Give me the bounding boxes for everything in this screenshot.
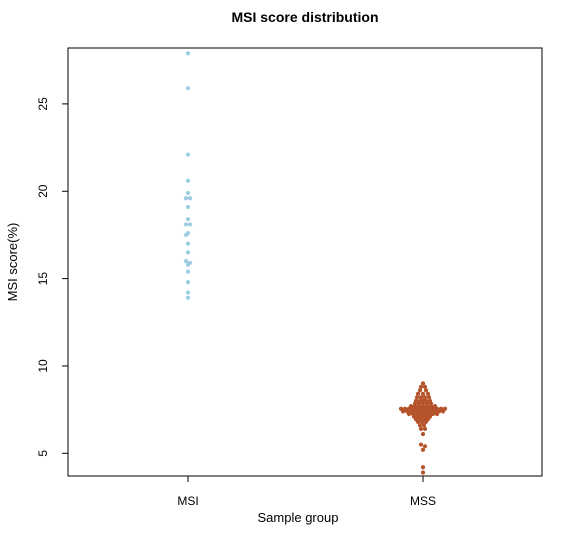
y-tick-label: 15: [36, 272, 50, 286]
data-point-mss: [430, 411, 436, 417]
data-point-msi: [183, 196, 189, 201]
plot-frame: [67, 47, 543, 477]
data-point-mss: [426, 395, 432, 400]
data-point-mss: [417, 388, 423, 393]
data-point-msi: [185, 269, 191, 274]
data-point-msi: [185, 86, 191, 91]
data-point-mss: [415, 419, 421, 424]
data-point-mss: [422, 384, 428, 390]
x-tick-label: MSI: [177, 494, 198, 508]
data-point-mss: [418, 426, 424, 431]
y-tick-label: 5: [36, 450, 50, 457]
data-point-msi: [185, 178, 191, 183]
data-point-mss: [415, 391, 421, 396]
data-point-msi: [183, 222, 189, 227]
data-point-msi: [183, 259, 189, 264]
data-point-mss: [414, 395, 420, 400]
data-point-mss: [418, 442, 424, 447]
y-axis-label: MSI score(%): [5, 223, 20, 302]
y-tick-label: 20: [36, 184, 50, 198]
data-point-msi: [185, 262, 191, 267]
data-point-msi: [185, 290, 191, 295]
data-points: [183, 51, 448, 475]
data-point-mss: [418, 395, 424, 400]
data-point-msi: [185, 51, 191, 56]
data-point-mss: [422, 444, 428, 449]
data-point-mss: [421, 423, 427, 428]
data-point-mss: [422, 395, 428, 400]
y-tick-label: 25: [36, 97, 50, 111]
data-point-msi: [183, 232, 189, 238]
data-point-msi: [185, 295, 191, 300]
y-tick-label: 10: [36, 359, 50, 373]
data-point-mss: [420, 431, 426, 437]
data-point-msi: [185, 217, 191, 222]
x-axis: MSI MSS: [177, 476, 436, 508]
chart-title: MSI score distribution: [231, 9, 378, 25]
data-point-mss: [420, 447, 426, 452]
data-point-mss: [423, 419, 429, 424]
data-point-mss: [434, 411, 440, 417]
data-point-mss: [440, 409, 446, 414]
data-point-msi: [185, 190, 191, 196]
data-point-msi: [185, 152, 191, 157]
data-point-msi: [187, 222, 193, 227]
x-tick-label: MSS: [410, 494, 436, 508]
data-point-mss: [406, 411, 412, 417]
data-point-msi: [185, 250, 191, 255]
data-point-mss: [422, 426, 428, 431]
data-point-mss: [419, 419, 425, 424]
data-point-mss: [423, 388, 429, 393]
data-point-msi: [185, 241, 191, 246]
y-axis: 5 10 15 20 25: [36, 97, 68, 457]
data-point-mss: [417, 423, 423, 428]
data-point-mss: [420, 470, 426, 475]
data-point-mss: [420, 381, 426, 386]
data-point-mss: [418, 384, 424, 390]
data-point-msi: [185, 279, 191, 285]
x-axis-label: Sample group: [258, 510, 339, 525]
data-point-mss: [425, 391, 431, 396]
data-point-msi: [187, 196, 193, 201]
data-point-mss: [400, 409, 406, 414]
data-point-msi: [185, 204, 191, 210]
data-point-mss: [420, 465, 426, 470]
data-point-mss: [420, 391, 426, 396]
